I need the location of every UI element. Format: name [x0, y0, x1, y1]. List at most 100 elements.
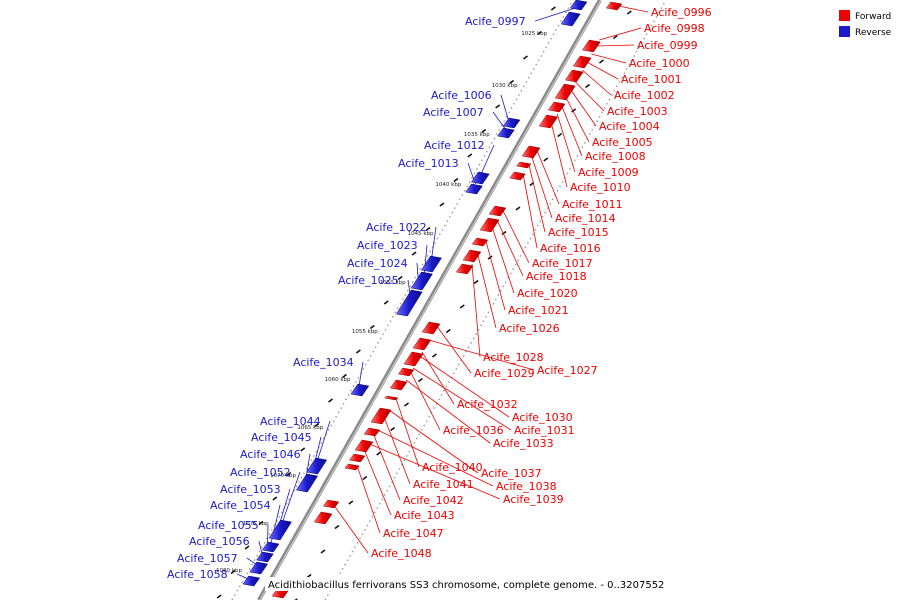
- minor-tick: [536, 30, 542, 36]
- gene-label: Acife_1054: [210, 499, 271, 512]
- leader-line: [618, 5, 649, 13]
- gene-label: Acife_1005: [592, 136, 653, 149]
- gene-label: Acife_1032: [457, 398, 518, 411]
- minor-tick: [230, 569, 236, 575]
- gene-label: Acife_1024: [347, 257, 408, 270]
- gene-label: Acife_1002: [614, 89, 675, 102]
- reverse-gene-block: [295, 473, 319, 493]
- minor-tick: [272, 496, 278, 501]
- forward-gene-block: [322, 499, 340, 509]
- gene-label: Acife_0999: [637, 39, 698, 52]
- minor-tick: [320, 549, 326, 554]
- minor-tick: [286, 471, 292, 477]
- kbp-tick-label: 1025 kbp: [521, 31, 547, 37]
- gene-label: Acife_1055: [198, 519, 259, 532]
- gene-label: Acife_1015: [548, 226, 609, 239]
- gene-label: Acife_1042: [403, 494, 464, 507]
- gene-label: Acife_1011: [562, 198, 623, 211]
- minor-tick: [397, 275, 403, 281]
- gene-label: Acife_1029: [474, 367, 535, 380]
- leader-line: [528, 163, 546, 233]
- minor-tick: [348, 500, 354, 505]
- forward-gene-block: [572, 55, 592, 69]
- leader-line: [485, 239, 506, 311]
- gene-label: Acife_1048: [371, 547, 432, 560]
- tick-layer: 1025 kbp 1030 kbp 1035 kbp 1040 kbp 1045 kbp…: [216, 6, 632, 600]
- leader-line: [561, 105, 583, 157]
- backbone-highlight: [259, 0, 602, 600]
- forward-gene-block: [471, 237, 489, 247]
- leader-line: [575, 81, 605, 112]
- gene-label: Acife_1039: [503, 493, 564, 506]
- gene-label: Acife_1030: [512, 411, 573, 424]
- chart-caption: Acidithiobacillus ferrivorans SS3 chromo…: [268, 580, 664, 591]
- minor-tick: [522, 55, 528, 60]
- forward-gene-block: [488, 205, 507, 217]
- gene-label: Acife_1036: [443, 424, 504, 437]
- minor-tick: [431, 353, 437, 358]
- minor-tick: [425, 226, 431, 232]
- leader-line: [369, 443, 501, 500]
- leader-line: [502, 209, 530, 264]
- kbp-tick-label: 1060 kbp: [325, 377, 351, 383]
- minor-tick: [258, 520, 264, 526]
- minor-tick: [571, 108, 577, 113]
- minor-tick: [334, 524, 340, 530]
- kbp-tick-label: 1045 kbp: [408, 231, 434, 237]
- leader-line: [373, 435, 401, 501]
- gene-label: Acife_1028: [483, 351, 544, 364]
- minor-tick: [467, 153, 473, 158]
- gene-label: Acife_1026: [499, 322, 560, 335]
- gene-label: Acife_1012: [424, 139, 485, 152]
- forward-gene-block: [547, 101, 566, 113]
- leader-line: [492, 227, 515, 294]
- forward-gene-block: [363, 427, 381, 437]
- reverse-gene-block: [261, 541, 280, 553]
- gene-label: Acife_1017: [532, 257, 593, 270]
- reverse-gene-block: [471, 171, 490, 185]
- minor-tick: [411, 251, 417, 256]
- minor-tick: [585, 83, 591, 89]
- caption-background: [265, 577, 635, 591]
- gene-label: Acife_1016: [540, 242, 601, 255]
- gene-label: Acife_1006: [431, 89, 492, 102]
- leader-line: [492, 111, 507, 131]
- minor-tick: [626, 10, 632, 15]
- forward-gene-block: [412, 337, 432, 351]
- minor-tick: [543, 157, 549, 162]
- gene-label: Acife_1040: [422, 461, 483, 474]
- gene-label: Acife_0998: [644, 22, 705, 35]
- gene-labels: Acife_0996 Acife_0998 Acife_0999 Acife_1000…: [167, 6, 712, 581]
- leader-line: [421, 351, 455, 405]
- leader-line: [536, 149, 560, 205]
- gene-label: Acife_1045: [251, 431, 312, 444]
- gene-label: Acife_1052: [230, 466, 291, 479]
- leader-line: [395, 397, 420, 468]
- minor-tick: [481, 128, 487, 134]
- legend-reverse-label: Reverse: [855, 28, 892, 38]
- reverse-gene-block: [268, 519, 292, 541]
- reverse-gene-block: [396, 289, 423, 317]
- gene-label: Acife_1003: [607, 105, 668, 118]
- gene-label: Acife_1037: [481, 467, 542, 480]
- legend-forward-swatch: [839, 10, 850, 21]
- gene-label: Acife_1056: [189, 535, 250, 548]
- kbp-tick-label: 1065 kbp: [297, 425, 323, 431]
- gene-label: Acife_1033: [493, 437, 554, 450]
- forward-gene-block: [349, 453, 366, 463]
- leader-line: [412, 367, 512, 431]
- leader-line: [496, 219, 524, 277]
- gene-label: Acife_1008: [585, 150, 646, 163]
- gene-label: Acife_1010: [570, 181, 631, 194]
- leader-line: [419, 355, 510, 418]
- leader-line: [334, 505, 369, 554]
- kbp-tick-label: 1030 kbp: [492, 83, 518, 89]
- legend: Forward Reverse: [839, 10, 892, 38]
- reverse-gene-block: [242, 575, 261, 587]
- leader-line: [522, 173, 538, 249]
- legend-forward-label: Forward: [855, 12, 891, 22]
- gene-label: Acife_1057: [177, 552, 238, 565]
- minor-tick: [376, 451, 382, 456]
- gene-label: Acife_1025: [338, 274, 399, 287]
